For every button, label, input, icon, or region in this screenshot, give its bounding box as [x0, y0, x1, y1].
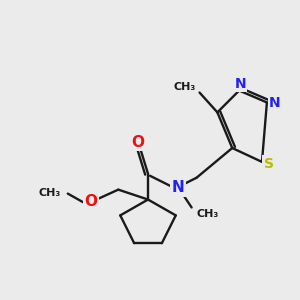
Text: N: N: [171, 180, 184, 195]
Text: N: N: [269, 96, 281, 110]
Text: O: O: [84, 194, 97, 209]
Text: S: S: [264, 157, 274, 171]
Text: N: N: [234, 76, 246, 91]
Text: O: O: [132, 135, 145, 150]
Text: CH₃: CH₃: [173, 82, 196, 92]
Text: CH₃: CH₃: [196, 209, 219, 219]
Text: CH₃: CH₃: [39, 188, 61, 198]
